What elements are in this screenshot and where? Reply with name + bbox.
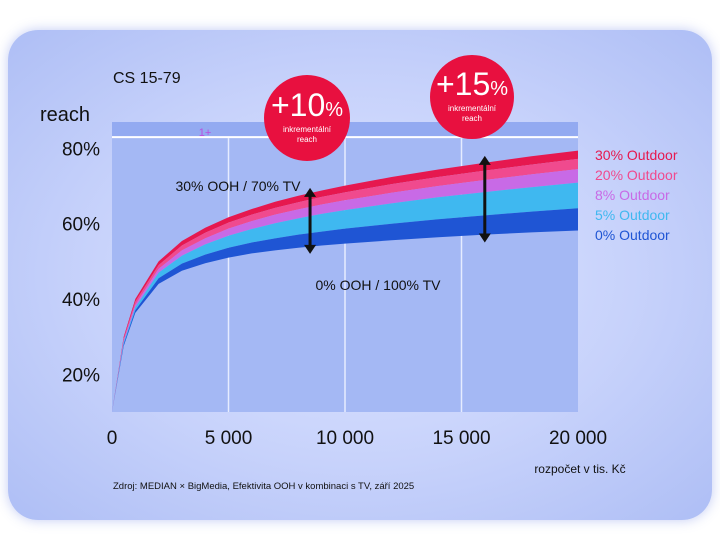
x-tick-label: 15 000 <box>432 428 490 449</box>
series-area-8-outdoor <box>112 169 578 412</box>
badge-sub2-2: reach <box>462 114 482 123</box>
badge-sub1-1: inkrementální <box>283 125 332 134</box>
x-tick-label: 0 <box>107 428 118 449</box>
legend-entry: 5% Outdoor <box>595 207 670 223</box>
arrow-head-top-2 <box>478 155 491 165</box>
y-tick-label: 20% <box>62 365 100 386</box>
y-tick-label: 40% <box>62 290 100 311</box>
y-axis-label: reach <box>40 104 90 126</box>
series-area-5-outdoor <box>112 182 578 412</box>
legend-entry: 0% Outdoor <box>595 227 670 243</box>
mix-label-bottom: 0% OOH / 100% TV <box>315 277 441 293</box>
arrow-head-top-1 <box>304 187 317 197</box>
x-tick-label: 10 000 <box>316 428 374 449</box>
chart-title: CS 15-79 <box>113 70 181 87</box>
series-area-0-outdoor <box>112 208 578 412</box>
arrow-head-bottom-2 <box>478 233 491 243</box>
legend-entry: 30% Outdoor <box>595 147 678 163</box>
badge-sub1-2: inkrementální <box>448 104 497 113</box>
badge-value-2: +15% <box>436 66 508 102</box>
x-tick-label: 20 000 <box>549 428 607 449</box>
x-tick-label: 5 000 <box>205 428 253 449</box>
x-axis-label: rozpočet v tis. Kč <box>534 462 625 476</box>
legend-entry: 8% Outdoor <box>595 187 670 203</box>
mix-label-top: 30% OOH / 70% TV <box>175 178 301 194</box>
source-note: Zdroj: MEDIAN × BigMedia, Efektivita OOH… <box>113 481 414 492</box>
badge-value-1: +10% <box>271 87 343 123</box>
badge-circle-2 <box>430 55 514 139</box>
y-tick-label: 60% <box>62 215 100 236</box>
band-label: 1+ <box>199 127 212 139</box>
y-tick-label: 80% <box>62 139 100 160</box>
badge-sub2-1: reach <box>297 135 317 144</box>
legend-entry: 20% Outdoor <box>595 167 678 183</box>
badge-circle-1 <box>264 75 350 161</box>
arrow-head-bottom-1 <box>304 244 317 254</box>
